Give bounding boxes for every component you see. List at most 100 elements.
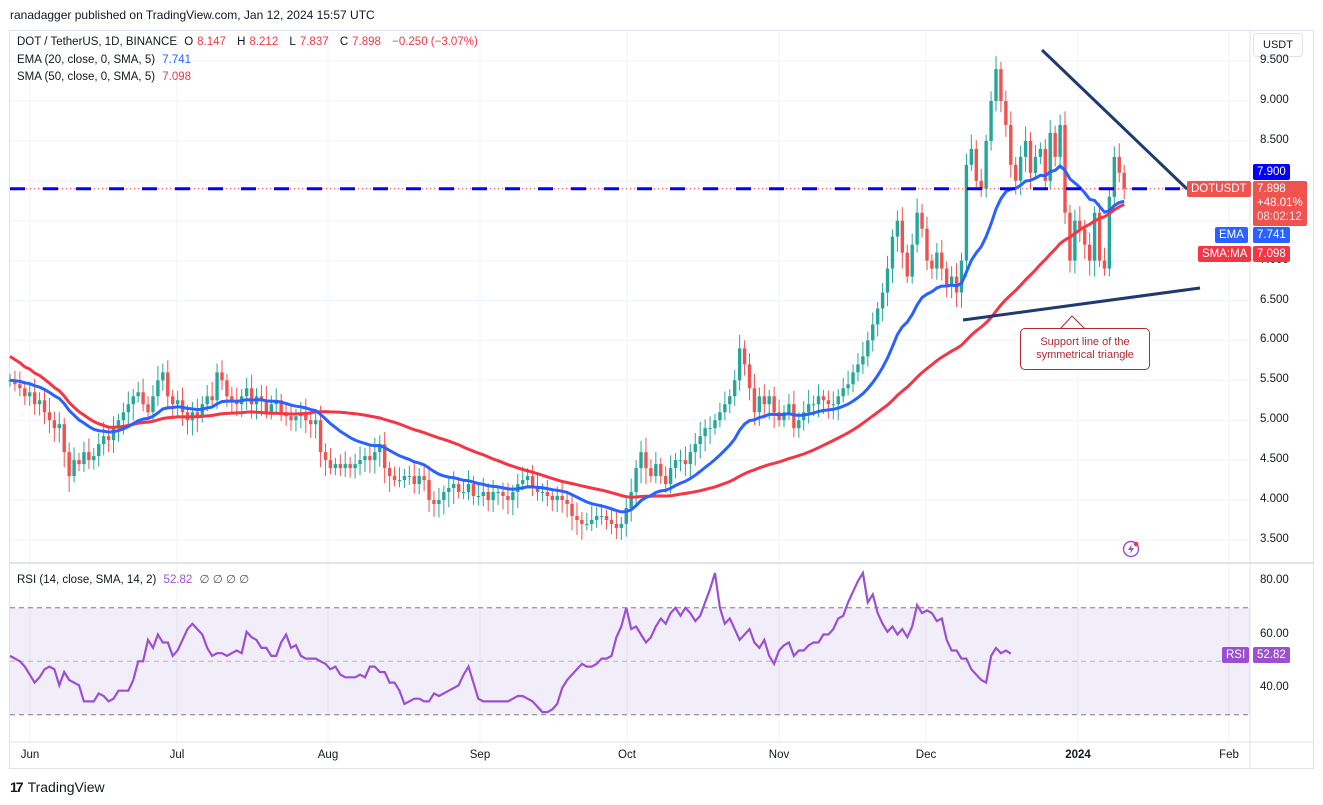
candle-body bbox=[151, 396, 155, 413]
candle-body bbox=[718, 412, 722, 421]
annotation-line-2: symmetrical triangle bbox=[1036, 349, 1134, 361]
price-tick-label: 6.000 bbox=[1260, 333, 1289, 346]
candle-body bbox=[249, 388, 254, 405]
candle-body bbox=[387, 468, 392, 477]
currency-button[interactable]: USDT bbox=[1253, 33, 1303, 57]
candle-body bbox=[688, 452, 693, 465]
candle-body bbox=[871, 324, 875, 341]
candle-body bbox=[141, 392, 145, 405]
candle-body bbox=[530, 476, 535, 489]
candle-body bbox=[166, 372, 170, 397]
candle-body bbox=[890, 236, 895, 269]
candle-body bbox=[397, 480, 402, 482]
candle-body bbox=[989, 101, 993, 141]
candle-body bbox=[427, 480, 431, 500]
ema-value: 7.741 bbox=[162, 54, 192, 66]
lightning-alert-icon[interactable] bbox=[1122, 540, 1140, 558]
candle-body bbox=[116, 420, 121, 429]
tradingview-logo[interactable]: 17 TradingView bbox=[10, 779, 105, 795]
candle-body bbox=[629, 492, 633, 508]
candle-body bbox=[609, 519, 614, 524]
candle-body bbox=[782, 412, 786, 421]
candle-body bbox=[1107, 196, 1112, 269]
low-value: 7.837 bbox=[299, 36, 329, 48]
candle-body bbox=[13, 380, 17, 385]
candle-body bbox=[121, 412, 126, 421]
candle-body bbox=[309, 420, 313, 425]
candle-body bbox=[432, 500, 436, 504]
low-label: L bbox=[289, 36, 296, 48]
candle-body bbox=[841, 388, 845, 397]
ema-price-tag: 7.741 bbox=[1253, 227, 1290, 243]
time-tick-label: Oct bbox=[618, 749, 636, 761]
candle-body bbox=[545, 492, 550, 497]
symbol-legend: DOT / TetherUS, 1D, BINANCE O 8.147 H 8.21… bbox=[17, 36, 482, 48]
candle-body bbox=[521, 480, 525, 485]
time-tick-label: Feb bbox=[1219, 749, 1239, 761]
support-trendline bbox=[962, 286, 1201, 322]
candle-body bbox=[136, 392, 140, 397]
last-price: 7.898 bbox=[1257, 183, 1286, 195]
candle-body bbox=[560, 496, 564, 500]
candle-body bbox=[131, 396, 135, 405]
candle-body bbox=[555, 496, 559, 500]
sma-legend[interactable]: SMA (50, close, 0, SMA, 5) 7.098 bbox=[17, 71, 195, 83]
candle-body bbox=[861, 356, 865, 365]
candle-body bbox=[210, 396, 214, 401]
candle-body bbox=[279, 400, 283, 413]
candle-body bbox=[195, 412, 200, 417]
candle-body bbox=[304, 412, 308, 421]
candle-body bbox=[97, 444, 101, 457]
ema-20-line bbox=[9, 163, 1125, 514]
close-label: C bbox=[339, 36, 349, 48]
candle-body bbox=[925, 228, 929, 261]
candle-body bbox=[703, 428, 707, 437]
candle-body bbox=[575, 515, 579, 520]
candle-body bbox=[1018, 156, 1023, 181]
candle-body bbox=[47, 412, 52, 421]
candle-body bbox=[368, 456, 372, 461]
candle-body bbox=[945, 268, 949, 285]
support-line-annotation[interactable]: Support line of the symmetrical triangle bbox=[1020, 328, 1150, 370]
candle-body bbox=[338, 464, 343, 469]
candle-body bbox=[594, 515, 599, 520]
candle-body bbox=[1117, 156, 1121, 173]
annotation-line-1: Support line of the bbox=[1040, 336, 1130, 348]
candle-body bbox=[244, 388, 249, 397]
candle-body bbox=[18, 384, 22, 389]
candle-body bbox=[1033, 156, 1038, 173]
candle-body bbox=[999, 69, 1003, 101]
candle-body bbox=[353, 464, 357, 469]
candle-body bbox=[412, 476, 416, 485]
candle-body bbox=[461, 492, 466, 494]
candle-body bbox=[1028, 140, 1033, 173]
rsi-legend[interactable]: RSI (14, close, SMA, 14, 2) 52.82 ∅ ∅ ∅ … bbox=[17, 572, 253, 586]
candle-body bbox=[32, 392, 37, 405]
candle-body bbox=[511, 492, 515, 500]
candle-body bbox=[851, 372, 855, 385]
candle-body bbox=[762, 396, 766, 405]
close-value: 7.898 bbox=[352, 36, 381, 48]
candle-body bbox=[678, 460, 683, 462]
candle-body bbox=[565, 500, 569, 504]
price-tick-label: 3.500 bbox=[1260, 532, 1289, 545]
candle-body bbox=[23, 388, 27, 397]
price-tick-label: 9.500 bbox=[1260, 54, 1289, 67]
candle-body bbox=[900, 220, 905, 253]
candle-body bbox=[708, 428, 712, 430]
time-tick-label: 2024 bbox=[1065, 749, 1091, 761]
candle-body bbox=[1053, 132, 1057, 157]
candle-body bbox=[486, 492, 490, 500]
candle-body bbox=[156, 380, 160, 397]
candle-body bbox=[481, 492, 485, 497]
time-tick-label: Jun bbox=[20, 749, 40, 761]
logo-text: TradingView bbox=[27, 779, 105, 795]
candle-body bbox=[378, 444, 382, 453]
ema-legend[interactable]: EMA (20, close, 0, SMA, 5) 7.741 bbox=[17, 54, 195, 66]
candle-body bbox=[67, 452, 71, 477]
candle-body bbox=[402, 476, 407, 481]
candle-body bbox=[806, 404, 811, 413]
candle-body bbox=[264, 400, 269, 413]
candle-body bbox=[328, 460, 333, 469]
